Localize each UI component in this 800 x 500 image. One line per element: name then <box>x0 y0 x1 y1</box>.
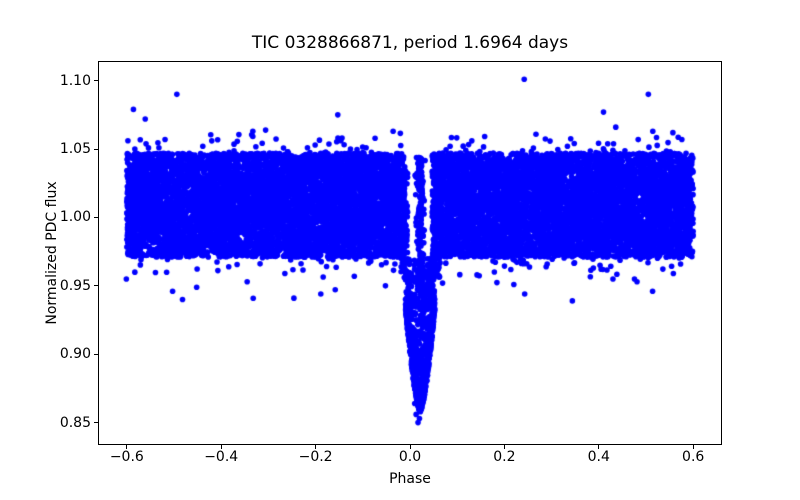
x-axis-label: Phase <box>389 471 431 487</box>
x-tick-mark <box>598 445 600 449</box>
y-tick-label: 0.90 <box>59 346 91 363</box>
y-tick-label: 0.85 <box>59 414 91 431</box>
x-tick-mark <box>315 445 317 449</box>
y-tick-mark <box>94 285 98 287</box>
y-tick-label: 1.10 <box>59 72 91 89</box>
y-tick-mark <box>94 216 98 218</box>
y-tick-label: 1.00 <box>59 209 91 226</box>
x-tick-label: −0.4 <box>204 449 239 465</box>
y-tick-label: 1.05 <box>59 141 91 158</box>
x-tick-mark <box>692 445 694 449</box>
x-tick-label: −0.6 <box>109 449 144 465</box>
x-tick-mark <box>503 445 505 449</box>
y-tick-mark <box>94 422 98 424</box>
y-tick-mark <box>94 80 98 82</box>
x-tick-label: 0.4 <box>587 449 610 465</box>
y-tick-mark <box>94 353 98 355</box>
x-tick-mark <box>220 445 222 449</box>
chart-title: TIC 0328866871, period 1.6964 days <box>251 33 569 53</box>
axes-frame <box>98 61 722 445</box>
x-tick-label: −0.2 <box>298 449 333 465</box>
y-tick-mark <box>94 148 98 150</box>
x-tick-label: 0.2 <box>493 449 516 465</box>
y-tick-label: 0.95 <box>59 277 91 294</box>
x-tick-label: 0.0 <box>398 449 422 465</box>
x-tick-mark <box>126 445 128 449</box>
y-axis-label: Normalized PDC flux <box>44 181 60 325</box>
x-tick-mark <box>409 445 411 449</box>
x-tick-label: 0.6 <box>682 449 705 465</box>
